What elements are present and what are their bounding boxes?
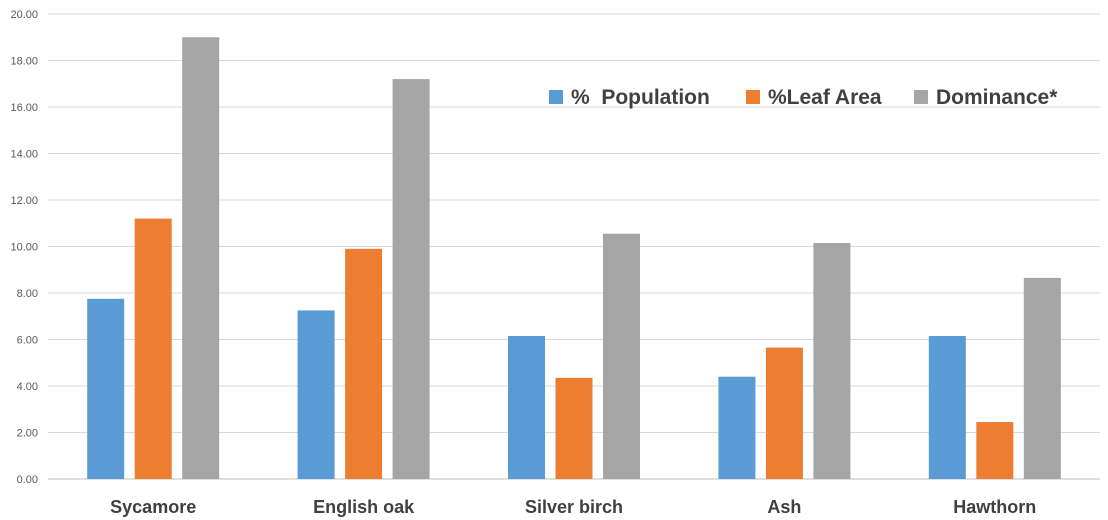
legend: % Population %Leaf Area Dominance*	[549, 86, 1058, 109]
gridlines	[48, 13, 1100, 480]
bar-leaf-area-sycamore	[134, 218, 172, 479]
category-label: Hawthorn	[953, 497, 1036, 517]
y-tick-label: 6.00	[17, 335, 38, 347]
y-tick-label: 14.00	[10, 149, 38, 161]
y-tick-label: 12.00	[10, 195, 38, 207]
legend-swatch	[746, 90, 760, 104]
y-tick-label: 10.00	[10, 242, 38, 254]
bar-dominance-hawthorn	[1023, 277, 1061, 479]
bar-population-silver-birch	[508, 336, 545, 479]
bar-leaf-area-silver-birch	[555, 377, 593, 479]
y-tick-label: 20.00	[10, 9, 38, 21]
category-labels: Sycamore English oak Silver birch Ash Hawtho…	[110, 497, 1036, 517]
bars	[87, 37, 1061, 479]
y-tick-label: 0.00	[17, 474, 38, 486]
bar-population-english-oak	[297, 310, 335, 479]
bar-dominance-ash	[813, 243, 851, 479]
y-tick-label: 8.00	[17, 288, 38, 300]
y-tick-label: 16.00	[10, 102, 38, 114]
y-tick-label: 4.00	[17, 381, 38, 393]
category-label: Ash	[767, 497, 801, 517]
bar-leaf-area-english-oak	[345, 248, 383, 479]
bar-population-hawthorn	[928, 336, 966, 479]
bar-leaf-area-hawthorn	[976, 422, 1014, 479]
y-axis-ticks: 0.00 2.00 4.00 6.00 8.00 10.00 12.00 14.00 16.00…	[10, 9, 38, 486]
bar-dominance-silver-birch	[603, 233, 640, 479]
bar-population-ash	[718, 376, 756, 479]
legend-label: Dominance*	[936, 86, 1058, 109]
bar-dominance-sycamore	[182, 37, 220, 479]
legend-swatch	[549, 90, 563, 104]
bar-population-sycamore	[87, 298, 125, 479]
y-tick-label: 2.00	[17, 428, 38, 440]
bar-dominance-english-oak	[392, 79, 430, 479]
legend-swatch	[914, 90, 928, 104]
category-label: English oak	[313, 497, 415, 517]
category-label: Silver birch	[525, 497, 623, 517]
y-tick-label: 18.00	[10, 56, 38, 68]
category-label: Sycamore	[110, 497, 196, 517]
bar-leaf-area-ash	[765, 347, 803, 479]
legend-label: %Leaf Area	[768, 86, 882, 109]
legend-label: % Population	[571, 86, 710, 109]
